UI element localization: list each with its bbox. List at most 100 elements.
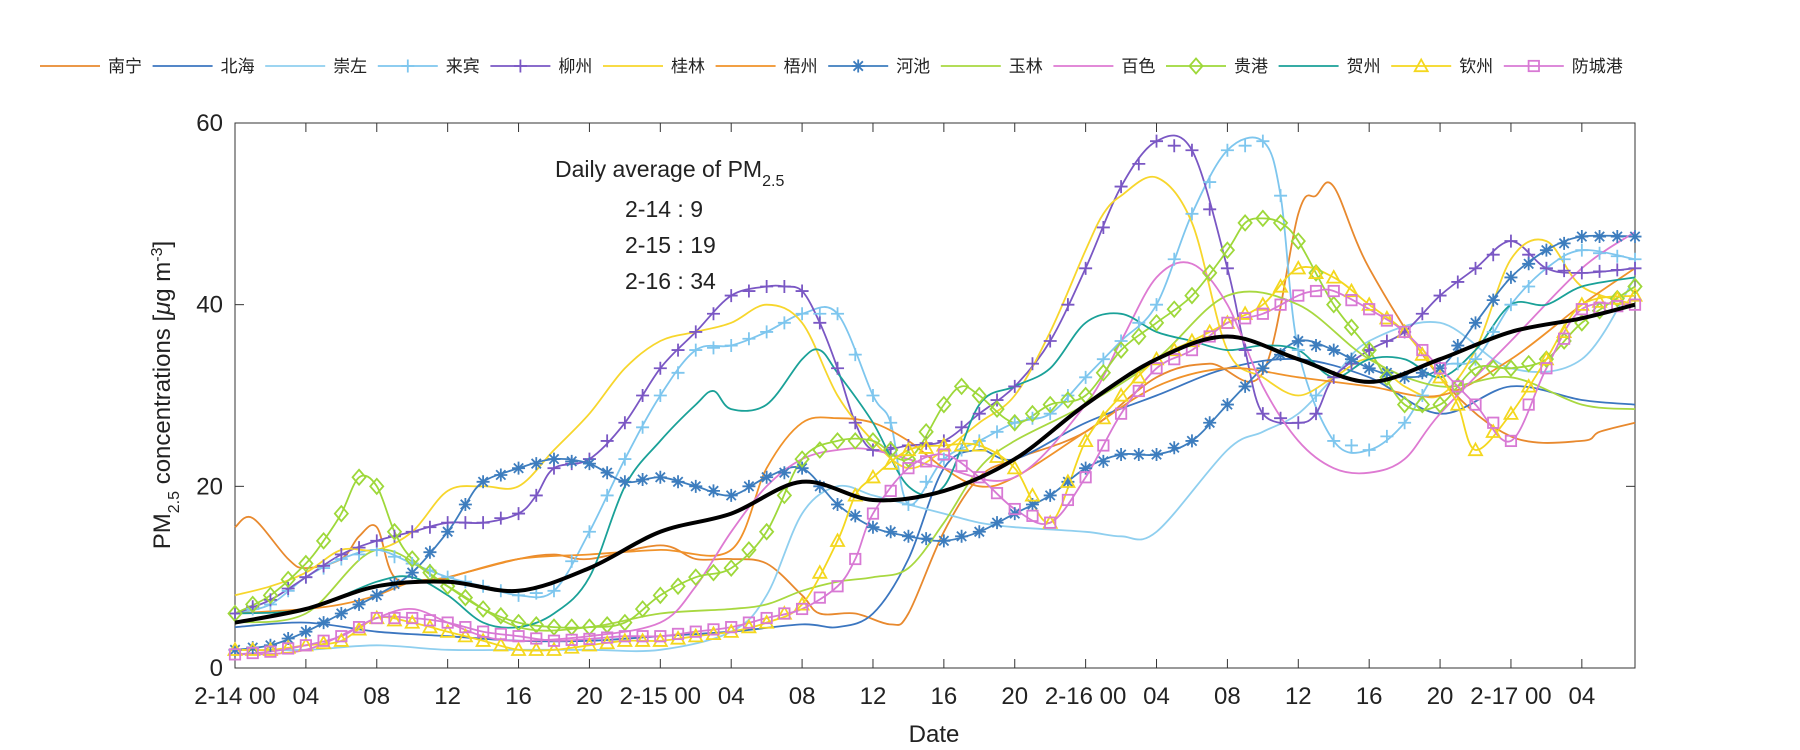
series-marker bbox=[565, 554, 579, 568]
series-marker bbox=[972, 525, 986, 539]
series-marker bbox=[706, 341, 720, 355]
x-tick-label: 2-17 00 bbox=[1470, 683, 1551, 710]
series-marker bbox=[1416, 343, 1429, 357]
series-marker bbox=[1203, 175, 1217, 189]
series-marker bbox=[990, 425, 1004, 439]
legend-label: 防城港 bbox=[1572, 57, 1623, 76]
legend-label: 来宾 bbox=[446, 57, 480, 76]
series-marker bbox=[280, 570, 296, 589]
series-marker bbox=[1557, 252, 1571, 266]
series-marker bbox=[795, 284, 809, 298]
series-marker bbox=[758, 522, 775, 541]
series-marker bbox=[547, 452, 561, 466]
series-marker bbox=[1274, 411, 1288, 425]
series-marker bbox=[1396, 395, 1413, 414]
series-marker bbox=[245, 595, 261, 614]
series-marker bbox=[1095, 363, 1112, 382]
series-marker bbox=[811, 564, 828, 579]
series-marker bbox=[601, 631, 614, 644]
series-marker bbox=[387, 550, 401, 564]
series-marker bbox=[634, 632, 651, 647]
series-marker bbox=[1132, 384, 1145, 398]
x-tick-labels: 2-14 00 04 08 12 16 20 2-15 00 04 08 12 16 20 2-16 0… bbox=[194, 683, 1595, 710]
series-marker bbox=[583, 632, 596, 646]
series-marker bbox=[1185, 207, 1199, 221]
series-marker bbox=[1255, 209, 1271, 228]
legend-marker bbox=[513, 59, 527, 73]
legend-label: 桂林 bbox=[671, 57, 705, 76]
series-marker bbox=[547, 584, 561, 598]
series-marker bbox=[334, 547, 348, 561]
series-marker bbox=[1256, 407, 1270, 421]
series-marker bbox=[884, 525, 898, 539]
series-marker bbox=[1114, 407, 1128, 420]
series-marker bbox=[1469, 398, 1482, 411]
series-marker bbox=[795, 602, 809, 616]
series-marker bbox=[689, 325, 703, 339]
y-tick-labels: 0 20 40 60 bbox=[196, 110, 223, 682]
series-marker bbox=[1060, 391, 1076, 409]
series-marker bbox=[1043, 488, 1057, 502]
series-marker bbox=[1380, 334, 1394, 348]
x-tick-label: 16 bbox=[1356, 683, 1383, 710]
series-marker bbox=[1114, 448, 1128, 462]
series-marker bbox=[1362, 443, 1376, 457]
series-marker bbox=[1380, 429, 1394, 443]
series-marker bbox=[742, 284, 756, 298]
series-marker bbox=[528, 641, 545, 656]
legend-marker bbox=[1188, 57, 1204, 75]
series-marker bbox=[1628, 261, 1642, 275]
series-marker bbox=[618, 416, 632, 430]
series-marker bbox=[742, 616, 756, 629]
series-marker bbox=[1502, 405, 1519, 420]
series-line bbox=[234, 217, 1636, 629]
series-marker bbox=[333, 632, 350, 647]
series-marker bbox=[1291, 416, 1305, 430]
series-marker bbox=[1449, 396, 1466, 411]
series-marker bbox=[618, 630, 631, 643]
series-marker bbox=[299, 625, 313, 639]
series-marker bbox=[264, 645, 277, 658]
series-marker bbox=[740, 618, 757, 634]
series-marker bbox=[1575, 266, 1589, 280]
series-marker bbox=[653, 361, 667, 375]
series-marker bbox=[351, 468, 367, 487]
x-tick-label: 08 bbox=[1214, 683, 1241, 710]
series-marker bbox=[352, 541, 366, 555]
series-marker bbox=[1061, 389, 1075, 402]
series-marker bbox=[1220, 261, 1234, 275]
series-marker bbox=[1220, 398, 1234, 412]
series-marker bbox=[457, 627, 474, 643]
x-tick-label: 08 bbox=[363, 683, 390, 710]
legend-marker bbox=[1413, 57, 1430, 73]
series-marker bbox=[1079, 370, 1093, 384]
series-marker bbox=[494, 511, 508, 525]
x-tick-label: 04 bbox=[1143, 683, 1170, 710]
series-marker bbox=[1522, 398, 1535, 411]
legend-marker bbox=[1527, 59, 1540, 73]
series-marker bbox=[1487, 416, 1500, 429]
series-marker bbox=[1006, 459, 1023, 475]
series-marker bbox=[1414, 395, 1431, 414]
series-marker bbox=[866, 507, 880, 520]
series-marker bbox=[866, 443, 880, 457]
series-marker bbox=[494, 627, 507, 641]
series-marker bbox=[1469, 261, 1483, 275]
series-marker bbox=[813, 316, 827, 330]
series-marker bbox=[1343, 318, 1360, 337]
y-tick-label: 60 bbox=[196, 110, 223, 137]
series-marker bbox=[1575, 243, 1589, 257]
series-marker bbox=[600, 434, 614, 448]
series-marker bbox=[1272, 278, 1289, 293]
series-marker bbox=[1044, 516, 1057, 529]
series-marker bbox=[459, 621, 472, 634]
legend: 南宁 北海 崇左 来宾 柳州 桂林 梧州 河池 玉林 百色 贵港 贺州 钦州 防城港 bbox=[40, 57, 1623, 76]
series-marker bbox=[653, 389, 667, 402]
series-marker bbox=[1380, 366, 1394, 380]
series-marker bbox=[1433, 289, 1447, 303]
series-marker bbox=[900, 441, 917, 457]
series-marker bbox=[565, 454, 579, 468]
series-marker bbox=[776, 486, 793, 505]
series-marker bbox=[1326, 295, 1342, 314]
series-marker bbox=[1327, 434, 1341, 448]
